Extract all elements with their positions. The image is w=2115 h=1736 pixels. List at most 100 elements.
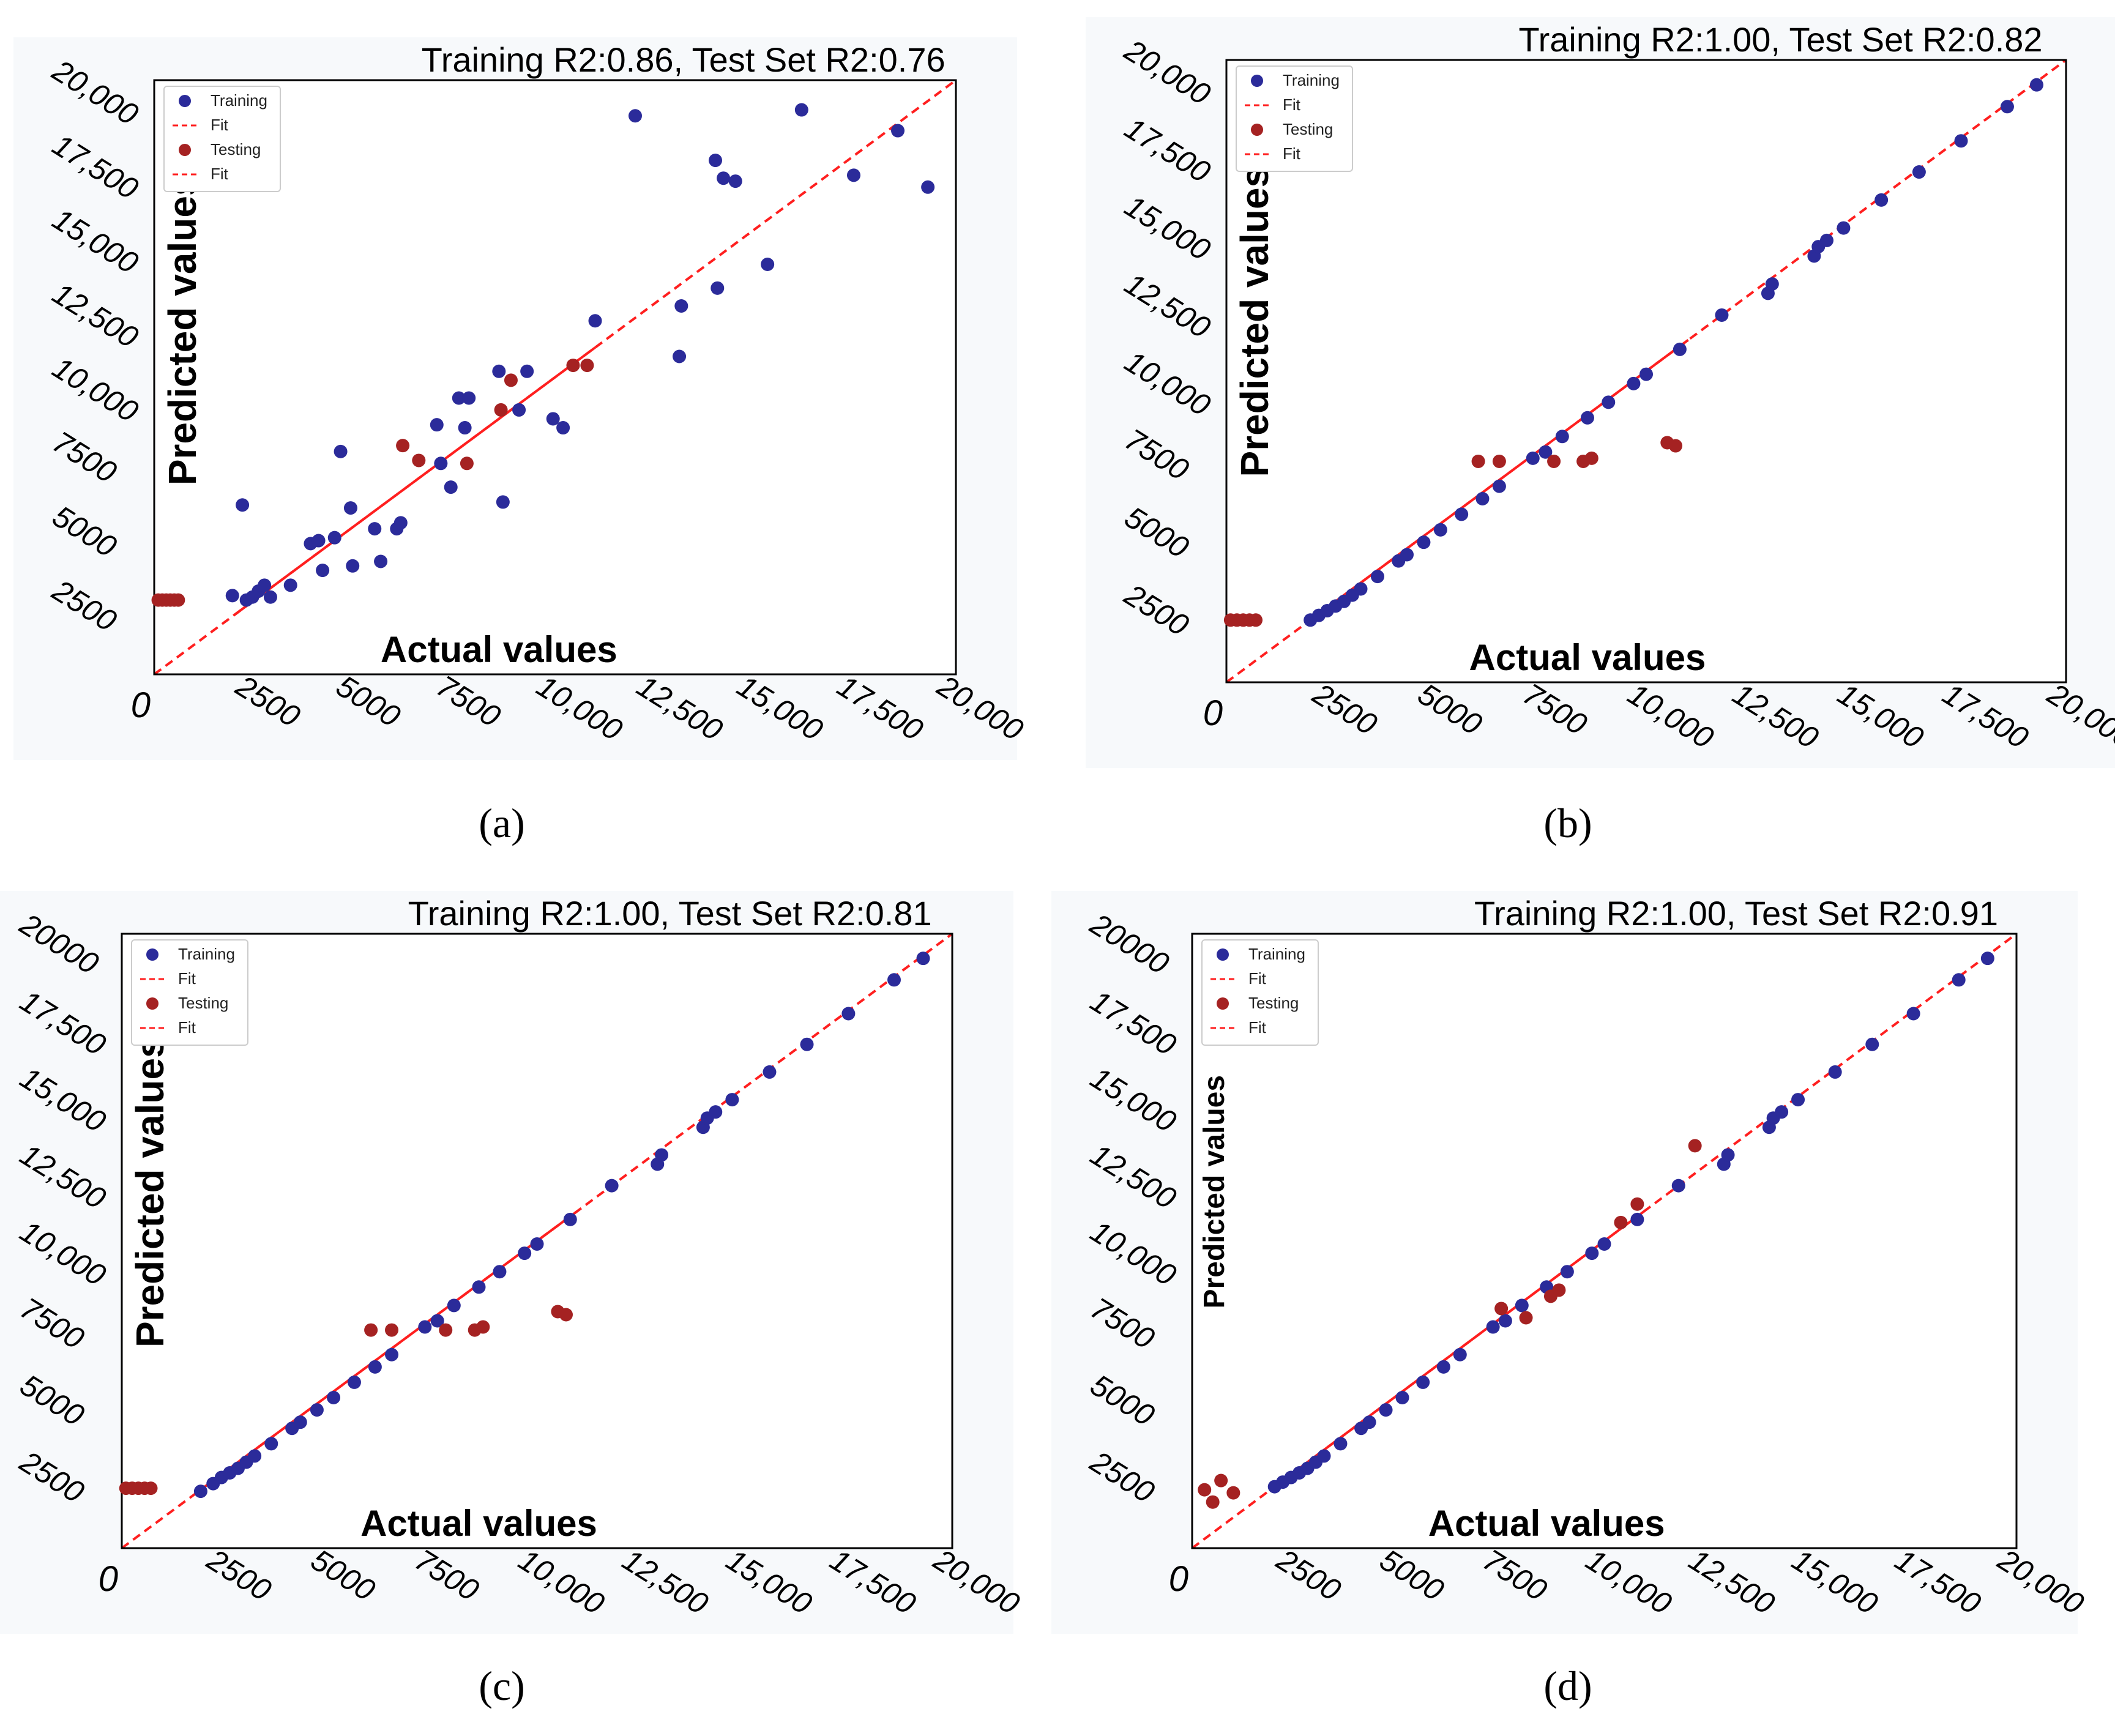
data-point-testing bbox=[460, 456, 474, 471]
data-point-training bbox=[264, 1437, 278, 1451]
series-training bbox=[1304, 78, 2043, 627]
data-point-testing bbox=[1494, 1302, 1509, 1316]
data-point-training bbox=[891, 124, 905, 138]
data-point-training bbox=[1370, 570, 1384, 584]
data-point-training bbox=[2000, 100, 2014, 114]
legend-label: Fit bbox=[178, 969, 196, 988]
x-tick-label: 0 bbox=[1169, 1559, 1188, 1599]
data-point-testing bbox=[396, 439, 410, 453]
data-point-testing bbox=[1688, 1139, 1702, 1153]
data-point-training bbox=[629, 109, 642, 123]
data-point-training bbox=[1317, 1449, 1331, 1463]
data-point-testing bbox=[1492, 454, 1506, 468]
data-point-training bbox=[563, 1212, 577, 1226]
data-point-testing bbox=[1669, 439, 1683, 453]
data-point-training bbox=[725, 1093, 739, 1107]
data-point-training bbox=[444, 480, 458, 494]
chart-panel-2: 0 2500 5000 7500 10,000 12,500 15,000 17,500 20,… bbox=[1086, 17, 2115, 768]
data-point-training bbox=[1912, 165, 1926, 179]
chart-panel-3: 0 2500 5000 7500 10,000 12,500 15,000 17,500 20,… bbox=[0, 891, 1026, 1634]
data-point-testing bbox=[559, 1308, 573, 1322]
legend-label: Fit bbox=[1283, 95, 1301, 114]
data-point-testing bbox=[1214, 1473, 1228, 1488]
data-point-training bbox=[512, 403, 526, 417]
data-point-training bbox=[1775, 1105, 1789, 1119]
legend: Training Fit Testing Fit bbox=[1201, 939, 1319, 1046]
chart-panel-4: 0 2500 5000 7500 10,000 12,500 15,000 17,500 20,… bbox=[1051, 891, 2090, 1634]
data-point-training bbox=[1555, 430, 1569, 444]
data-point-testing bbox=[1206, 1495, 1220, 1509]
data-point-training bbox=[530, 1237, 544, 1251]
data-point-training bbox=[588, 314, 602, 328]
legend-box bbox=[163, 86, 281, 192]
legend-marker-testing bbox=[1251, 124, 1263, 136]
data-point-training bbox=[717, 171, 731, 185]
legend-marker-training bbox=[179, 95, 191, 107]
y-axis-label: Predicted values bbox=[160, 174, 204, 485]
data-point-training bbox=[1455, 507, 1469, 521]
legend-label: Testing bbox=[178, 994, 228, 1012]
series-testing bbox=[151, 359, 594, 607]
data-point-training bbox=[347, 1375, 361, 1389]
panel-caption: (c) bbox=[479, 1663, 524, 1709]
data-point-training bbox=[430, 418, 444, 432]
data-point-testing bbox=[1547, 454, 1561, 468]
data-point-testing bbox=[580, 359, 594, 373]
data-point-testing bbox=[171, 593, 185, 607]
legend-label: Fit bbox=[1248, 1018, 1267, 1037]
data-point-training bbox=[674, 299, 688, 313]
data-point-training bbox=[310, 1403, 324, 1417]
data-point-training bbox=[193, 1485, 207, 1499]
data-point-training bbox=[1475, 491, 1490, 505]
data-point-training bbox=[1639, 367, 1653, 381]
chart-title: Training R2:1.00, Test Set R2:0.82 bbox=[1518, 20, 2042, 59]
legend-label: Fit bbox=[1248, 969, 1267, 988]
chart-panel-1: 0 2500 5000 7500 10,000 12,500 15,000 17,500 20,… bbox=[13, 37, 1029, 760]
series-testing bbox=[1223, 436, 1683, 627]
data-point-training bbox=[248, 1449, 262, 1463]
data-point-training bbox=[1952, 973, 1966, 987]
legend-label: Fit bbox=[178, 1018, 196, 1037]
data-point-training bbox=[334, 444, 348, 458]
data-point-testing bbox=[1249, 613, 1263, 627]
data-point-training bbox=[1492, 479, 1506, 493]
data-point-training bbox=[921, 180, 935, 194]
data-point-training bbox=[1486, 1320, 1500, 1334]
data-point-training bbox=[1721, 1148, 1735, 1162]
legend-label: Testing bbox=[1283, 120, 1333, 138]
data-point-training bbox=[655, 1148, 669, 1162]
data-point-training bbox=[1417, 535, 1431, 549]
data-point-training bbox=[263, 590, 277, 604]
data-point-training bbox=[916, 952, 930, 966]
data-point-testing bbox=[476, 1320, 490, 1334]
data-point-training bbox=[761, 258, 775, 272]
data-point-testing bbox=[1614, 1215, 1628, 1229]
data-point-training bbox=[1515, 1298, 1529, 1313]
data-point-training bbox=[520, 364, 534, 378]
data-point-training bbox=[472, 1280, 486, 1294]
data-point-training bbox=[1354, 582, 1368, 596]
x-axis-label: Actual values bbox=[360, 1503, 597, 1544]
x-axis-label: Actual values bbox=[1469, 637, 1706, 678]
data-point-training bbox=[1526, 451, 1540, 465]
data-point-training bbox=[1765, 277, 1779, 291]
data-point-training bbox=[1400, 548, 1414, 562]
data-point-training bbox=[452, 391, 466, 405]
data-point-testing bbox=[1584, 451, 1598, 465]
fit-line-solid bbox=[233, 346, 596, 616]
data-point-testing bbox=[385, 1323, 399, 1337]
legend-marker-testing bbox=[1217, 997, 1229, 1010]
axes-frame bbox=[153, 79, 957, 676]
data-point-training bbox=[374, 554, 388, 568]
legend-marker-training bbox=[1217, 948, 1229, 961]
data-point-training bbox=[763, 1065, 777, 1079]
data-point-training bbox=[1334, 1437, 1348, 1451]
data-point-training bbox=[1498, 1314, 1512, 1328]
data-point-training bbox=[1791, 1093, 1805, 1107]
data-point-training bbox=[327, 1391, 341, 1405]
y-axis-label: Predicted values bbox=[1233, 166, 1277, 477]
data-point-testing bbox=[1226, 1486, 1240, 1500]
data-point-training bbox=[1715, 308, 1729, 322]
panel-caption: (a) bbox=[479, 800, 524, 846]
